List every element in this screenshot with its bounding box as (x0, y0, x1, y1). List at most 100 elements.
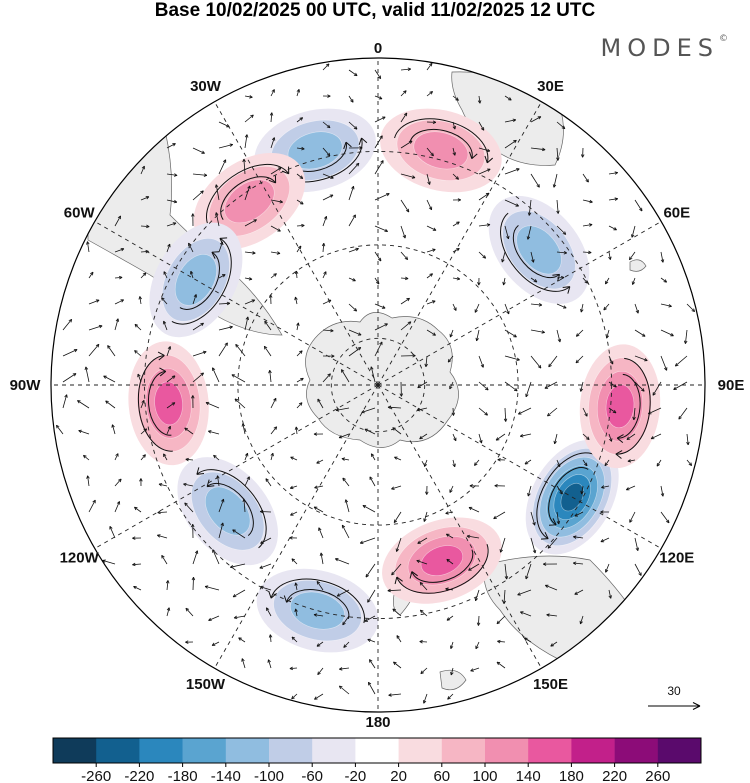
wind-vector (556, 329, 562, 343)
wind-vector (114, 299, 125, 305)
wind-vector (114, 478, 122, 487)
wind-vector (452, 121, 456, 130)
wind-vector (244, 277, 253, 281)
wind-vector (232, 589, 246, 598)
wind-vector (339, 667, 350, 671)
wind-vector (268, 634, 273, 643)
longitude-label: 180 (365, 714, 390, 731)
wind-vector (296, 322, 300, 331)
wind-vector (417, 537, 428, 544)
wind-vector (361, 407, 376, 414)
wind-vector (134, 323, 142, 331)
wind-vector (322, 194, 334, 201)
wind-vector (268, 369, 272, 383)
wind-vector (626, 433, 636, 440)
anomaly-contour (154, 381, 183, 426)
wind-vector (603, 303, 610, 311)
wind-vector (192, 190, 204, 201)
meridian-line (214, 384, 379, 669)
wind-vector (497, 639, 506, 644)
wind-vector (348, 162, 360, 175)
colorbar-swatch (441, 738, 486, 763)
wind-vector (475, 329, 480, 342)
wind-vector (166, 346, 172, 357)
anomaly-contour (205, 486, 251, 536)
colorbar-swatch (398, 738, 443, 763)
wind-vector (400, 276, 409, 281)
wind-vector (270, 89, 275, 97)
circulation-arrowhead (358, 137, 368, 145)
wind-vector (192, 294, 197, 305)
wind-vector (166, 402, 176, 409)
longitude-label: 150E (533, 676, 568, 693)
colorbar-swatch (182, 738, 227, 763)
wind-vector (399, 381, 404, 397)
wind-vector (446, 615, 454, 621)
colorbar-label: 20 (390, 768, 407, 783)
circulation-streamline (179, 251, 220, 310)
wind-vector (530, 537, 537, 554)
wind-vector (263, 345, 272, 357)
colorbar-label: -20 (345, 768, 367, 783)
wind-vector (342, 615, 350, 626)
wind-vector (107, 345, 116, 357)
wind-vector (478, 147, 491, 153)
wind-vector (582, 433, 590, 440)
wind-vector (504, 225, 510, 240)
colorbar-swatch (528, 738, 572, 763)
wind-vector (165, 580, 170, 591)
reference-vector: 30 (648, 684, 701, 710)
wind-vector (497, 458, 506, 462)
wind-vector (495, 433, 506, 441)
meridian-line (94, 384, 379, 549)
wind-vector (608, 197, 619, 201)
wind-vector (140, 400, 145, 409)
wind-vector (62, 349, 78, 357)
wind-vector (348, 121, 358, 130)
wind-vector (579, 381, 584, 392)
wind-vector (523, 637, 532, 643)
colorbar-swatch (139, 738, 183, 763)
wind-vector (270, 251, 281, 255)
wind-vector (296, 377, 304, 383)
wind-vector (322, 94, 331, 98)
wind-vector (322, 63, 330, 71)
wind-vector (316, 459, 324, 464)
wind-vector (114, 453, 119, 461)
wind-vector (185, 457, 194, 462)
wind-vector (192, 350, 207, 357)
circulation-arrowhead (540, 531, 549, 540)
wind-vector (400, 112, 408, 123)
reference-vector-arrowhead (692, 702, 701, 710)
wind-vector (450, 667, 454, 676)
wind-vector (238, 637, 246, 643)
wind-vector (109, 525, 116, 539)
wind-vector (374, 323, 388, 331)
wind-vector (365, 563, 376, 578)
wind-vector (166, 222, 177, 227)
wind-vector (166, 243, 171, 253)
wind-vector (270, 199, 283, 204)
wind-vector (426, 173, 431, 185)
wind-vector (140, 272, 147, 279)
colorbar-swatch (96, 738, 140, 763)
wind-vector (188, 242, 194, 253)
wind-vector (83, 454, 90, 461)
wind-vector (530, 511, 536, 526)
wind-vector (544, 381, 558, 389)
wind-vector (656, 459, 662, 467)
wind-vector (374, 225, 389, 232)
wind-vector (502, 277, 506, 286)
wind-vector (296, 89, 300, 97)
wind-vector (241, 658, 246, 669)
wind-vector (244, 219, 257, 227)
wind-vector (530, 355, 542, 369)
wind-vector (524, 459, 532, 465)
wind-vector (395, 537, 402, 552)
wind-vector-layer (56, 62, 696, 704)
wind-vector (270, 225, 281, 232)
wind-vector (447, 355, 454, 363)
wind-vector (269, 112, 274, 123)
wind-vector (341, 524, 350, 539)
